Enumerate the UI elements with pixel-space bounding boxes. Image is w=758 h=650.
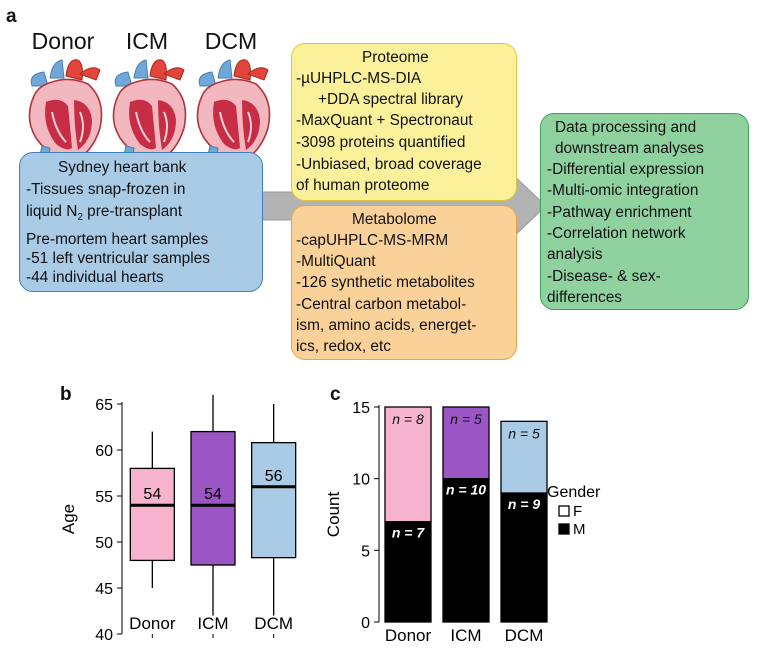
y-axis-label: Age: [60, 504, 78, 534]
legend-label-f: F: [573, 503, 582, 520]
x-tick-label: Donor: [385, 626, 432, 645]
data-label-f: n = 5: [450, 411, 482, 427]
box: [251, 441, 297, 559]
y-tick-label: 15: [352, 400, 370, 417]
processing-line: differences: [547, 289, 623, 306]
data-label-m: n = 7: [392, 525, 426, 541]
heart-label-icm: ICM: [125, 28, 169, 54]
x-tick-label: ICM: [197, 614, 228, 633]
y-tick-label: 5: [361, 543, 370, 560]
data-label-f: n = 8: [392, 411, 424, 427]
metabolome-title: Metabolome: [352, 211, 437, 228]
proteome-title: Proteome: [362, 49, 429, 66]
proteome-line: -µUHPLC-MS-DIA: [296, 70, 422, 87]
gender-stacked-bar: 0 5 10 15 Count n = 8 n = 7 Donor n = 5 n = 10 ICM…: [325, 400, 601, 645]
y-tick-label: 60: [95, 443, 113, 460]
panel-label-a: a: [6, 6, 17, 27]
heart-bank-subtitle: Pre-mortem heart samples: [26, 231, 209, 248]
heart-bank-line: -44 individual hearts: [26, 269, 164, 286]
data-label-m: n = 9: [508, 496, 541, 512]
median-label: 54: [143, 486, 161, 503]
age-boxplot: 40 45 50 55 60 65 Age 54 Donor 54 ICM 56 DCM: [60, 394, 297, 644]
data-label-f: n = 5: [508, 425, 540, 441]
proteome-line: -3098 proteins quantified: [296, 134, 466, 151]
heart-bank-line: -51 left ventricular samples: [26, 250, 210, 267]
y-tick-label: 55: [95, 489, 113, 506]
legend-title: Gender: [547, 484, 601, 501]
processing-title: Data processing and: [555, 119, 697, 136]
proteome-box: Proteome -µUHPLC-MS-DIA +DDA spectral li…: [291, 43, 517, 201]
median-label: 56: [265, 468, 283, 485]
bar-segment-m: [500, 492, 548, 623]
legend-label-m: M: [573, 521, 586, 538]
proteome-line: of human proteome: [296, 177, 430, 194]
proteome-line: +DDA spectral library: [318, 91, 463, 108]
y-tick-label: 0: [361, 615, 370, 632]
metabolome-line: -Central carbon metabol-: [296, 296, 467, 313]
heart-bank-title: Sydney heart bank: [58, 159, 187, 176]
y-tick-label: 65: [95, 397, 113, 414]
processing-line: -Correlation network: [547, 225, 686, 242]
heart-label-donor: Donor: [31, 28, 95, 54]
metabolome-line: ics, redox, etc: [296, 338, 391, 355]
heart-bank-box: Sydney heart bank -Tissues snap-frozen i…: [19, 152, 263, 292]
proteome-line: -MaxQuant + Spectronaut: [296, 112, 473, 129]
y-axis-label: Count: [325, 492, 343, 538]
heart-bank-line: -Tissues snap-frozen in: [26, 181, 186, 198]
x-tick-label: Donor: [129, 614, 176, 633]
x-tick-label: DCM: [505, 626, 544, 645]
x-tick-label: DCM: [254, 614, 293, 633]
bar-segment-f: [442, 406, 490, 480]
box: [190, 430, 236, 566]
panel-label-c: c: [330, 384, 341, 405]
bar-segment-f: [384, 406, 432, 523]
heart-label-dcm: DCM: [204, 28, 258, 54]
heart-bank-line: liquid N2 pre-transplant: [26, 203, 183, 224]
processing-line: -Multi-omic integration: [547, 182, 699, 199]
metabolome-line: -MultiQuant: [296, 253, 376, 270]
bar-segment-m: [442, 478, 490, 623]
y-tick-label: 10: [352, 472, 370, 489]
processing-line: analysis: [547, 246, 603, 263]
bar-segment-f: [500, 420, 548, 494]
metabolome-line: -capUHPLC-MS-MRM: [296, 232, 449, 249]
processing-title: downstream analyses: [555, 140, 704, 157]
metabolome-line: -126 synthetic metabolites: [296, 274, 475, 291]
metabolome-line: ism, amino acids, energet-: [296, 317, 477, 334]
median-label: 54: [204, 486, 222, 503]
y-tick-label: 50: [95, 535, 113, 552]
processing-line: -Differential expression: [547, 161, 705, 178]
data-label-m: n = 10: [446, 482, 486, 498]
processing-line: -Disease- & sex-: [547, 268, 661, 285]
metabolome-box: Metabolome -capUHPLC-MS-MRM -MultiQuant …: [291, 205, 517, 360]
y-tick-label: 40: [95, 627, 113, 644]
legend-swatch-f: [558, 505, 570, 517]
panel-label-b: b: [60, 384, 72, 405]
y-tick-label: 45: [95, 581, 113, 598]
x-tick-label: ICM: [450, 626, 481, 645]
processing-box: Data processing and downstream analyses …: [540, 113, 749, 310]
box: [129, 467, 175, 562]
bar-segment-m: [384, 521, 432, 623]
processing-line: -Pathway enrichment: [547, 204, 692, 221]
legend-swatch-m: [558, 523, 570, 535]
proteome-line: -Unbiased, broad coverage: [296, 156, 482, 173]
